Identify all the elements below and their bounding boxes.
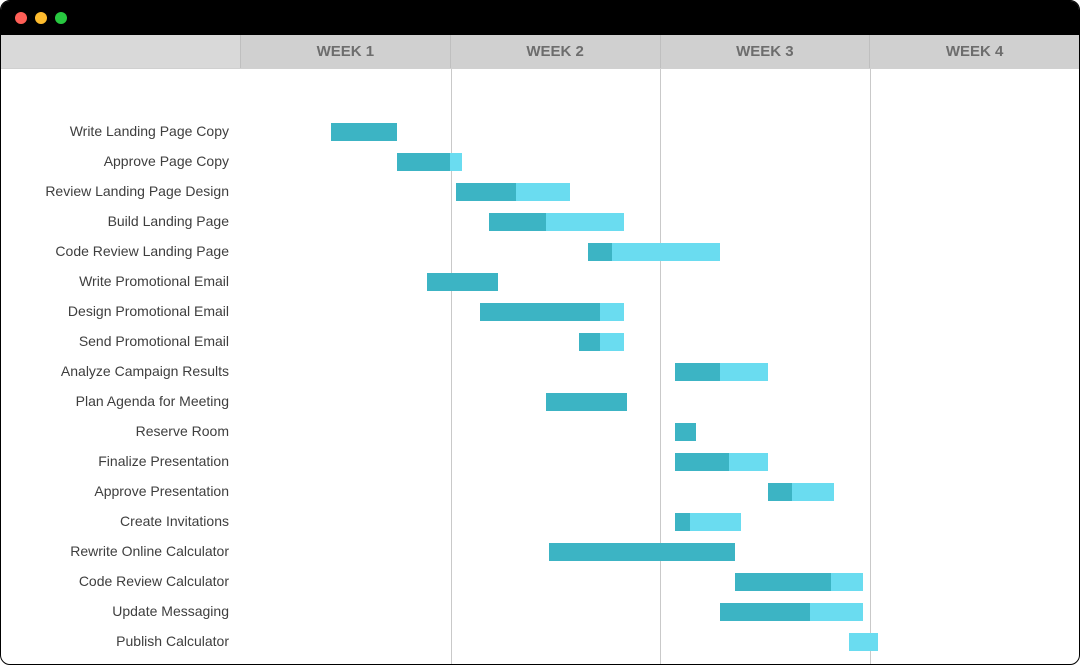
week-header: WEEK 4: [870, 35, 1079, 68]
gantt-bar[interactable]: [675, 363, 768, 381]
task-label: Approve Page Copy: [104, 153, 229, 169]
gantt-bar-progress: [768, 483, 792, 501]
gantt-bar[interactable]: [675, 423, 696, 441]
gantt-bar-progress: [675, 513, 690, 531]
gantt-bar[interactable]: [331, 123, 397, 141]
gantt-body: Write Landing Page Copy Approve Page Copy…: [1, 69, 1079, 665]
gantt-bar[interactable]: [849, 633, 879, 651]
task-label: Publish Calculator: [116, 633, 229, 649]
gantt-bar[interactable]: [397, 153, 463, 171]
task-label: Approve Presentation: [94, 483, 229, 499]
gantt-bar-progress: [735, 573, 831, 591]
app-window: WEEK 1WEEK 2WEEK 3WEEK 4 Write Landing P…: [0, 0, 1080, 665]
task-label: Design Promotional Email: [68, 303, 229, 319]
task-labels-column: Write Landing Page Copy Approve Page Copy…: [1, 69, 241, 665]
gantt-bar-progress: [675, 423, 696, 441]
gantt-bar-progress: [480, 303, 600, 321]
gantt-bar-progress: [675, 363, 720, 381]
gantt-bar-remaining: [849, 633, 879, 651]
gantt-bar-remaining: [810, 603, 864, 621]
titlebar: [1, 1, 1079, 35]
gantt-bar-progress: [588, 243, 612, 261]
task-label: Build Landing Page: [108, 213, 229, 229]
task-label: Plan Agenda for Meeting: [76, 393, 229, 409]
gantt-bar-progress: [549, 543, 735, 561]
gantt-bar[interactable]: [549, 543, 735, 561]
gantt-bar-remaining: [546, 213, 624, 231]
task-label: Code Review Landing Page: [55, 243, 229, 259]
task-label: Rewrite Online Calculator: [70, 543, 229, 559]
gantt-bar-progress: [397, 153, 451, 171]
gantt-bar[interactable]: [456, 183, 570, 201]
gantt-bar[interactable]: [546, 393, 627, 411]
gantt-bar[interactable]: [489, 213, 624, 231]
gantt-bar-remaining: [720, 363, 768, 381]
gantt-bar-remaining: [729, 453, 768, 471]
task-label: Create Invitations: [120, 513, 229, 529]
task-label: Finalize Presentation: [98, 453, 229, 469]
task-label: Write Promotional Email: [79, 273, 229, 289]
task-label: Code Review Calculator: [79, 573, 229, 589]
gantt-bar-progress: [456, 183, 516, 201]
gantt-bar-progress: [720, 603, 810, 621]
task-label: Write Landing Page Copy: [70, 123, 229, 139]
gantt-bar-remaining: [516, 183, 570, 201]
gantt-bar[interactable]: [675, 513, 741, 531]
minimize-icon[interactable]: [35, 12, 47, 24]
gantt-bar-remaining: [612, 243, 720, 261]
task-label: Update Messaging: [112, 603, 229, 619]
gantt-bar-progress: [675, 453, 729, 471]
gantt-bar-remaining: [792, 483, 834, 501]
header-spacer: [1, 35, 241, 68]
gantt-bar-progress: [489, 213, 546, 231]
gantt-bar-remaining: [600, 333, 624, 351]
gantt-bar[interactable]: [768, 483, 834, 501]
task-label: Analyze Campaign Results: [61, 363, 229, 379]
gantt-bar[interactable]: [427, 273, 499, 291]
timeline-area: [241, 69, 1079, 665]
gantt-bar-progress: [579, 333, 600, 351]
gantt-bar[interactable]: [720, 603, 864, 621]
gantt-bar-remaining: [450, 153, 462, 171]
gantt-bar-progress: [331, 123, 397, 141]
week-header: WEEK 1: [241, 35, 451, 68]
task-label: Reserve Room: [136, 423, 229, 439]
gridline: [660, 69, 661, 665]
task-label: Send Promotional Email: [79, 333, 229, 349]
gantt-bar[interactable]: [588, 243, 720, 261]
timeline-header: WEEK 1WEEK 2WEEK 3WEEK 4: [1, 35, 1079, 69]
gridline: [870, 69, 871, 665]
gantt-bar-progress: [427, 273, 499, 291]
week-header: WEEK 2: [451, 35, 661, 68]
gantt-bar[interactable]: [675, 453, 768, 471]
gantt-bar-remaining: [831, 573, 864, 591]
gantt-bar[interactable]: [480, 303, 624, 321]
maximize-icon[interactable]: [55, 12, 67, 24]
task-label: Review Landing Page Design: [45, 183, 229, 199]
gantt-bar-progress: [546, 393, 627, 411]
gantt-bar[interactable]: [579, 333, 624, 351]
week-header: WEEK 3: [661, 35, 871, 68]
week-headers: WEEK 1WEEK 2WEEK 3WEEK 4: [241, 35, 1079, 68]
gantt-bar[interactable]: [735, 573, 864, 591]
close-icon[interactable]: [15, 12, 27, 24]
gantt-bar-remaining: [600, 303, 624, 321]
gantt-bar-remaining: [690, 513, 741, 531]
